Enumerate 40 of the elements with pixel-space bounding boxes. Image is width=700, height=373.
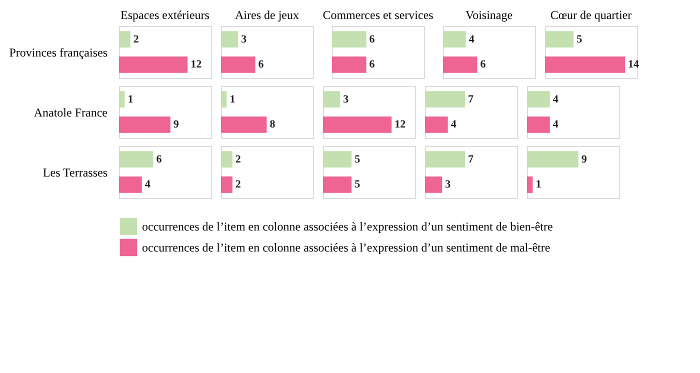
data-label: 1 — [128, 93, 134, 106]
data-label: 7 — [468, 153, 474, 166]
data-label: 6 — [258, 58, 264, 71]
data-label: 1 — [536, 178, 542, 191]
data-label: 12 — [190, 58, 202, 71]
chart-title: Voisinage — [465, 8, 513, 22]
data-label: 4 — [468, 33, 475, 46]
data-label: 4 — [450, 118, 457, 131]
data-label: 9 — [581, 153, 588, 166]
data-label: 1 — [230, 93, 236, 106]
data-label: 4 — [552, 93, 559, 106]
data-label: 8 — [270, 118, 276, 131]
data-label: 5 — [576, 33, 583, 46]
data-label: 4 — [552, 118, 559, 131]
y-axis-title: Anatole France — [34, 106, 108, 120]
data-label: 14 — [628, 58, 640, 71]
data-label: 5 — [354, 178, 361, 191]
data-label: 2 — [133, 33, 140, 46]
chart-title: Aires de jeux — [235, 8, 299, 22]
data-label: 6 — [480, 58, 486, 71]
data-label: 3 — [343, 93, 350, 106]
data-label: 7 — [468, 93, 474, 106]
data-label: 3 — [445, 178, 452, 191]
data-label: 3 — [241, 33, 248, 46]
data-label: 4 — [144, 178, 151, 191]
chart-title: Espaces extérieurs — [120, 8, 210, 22]
chart-title: Commerces et services — [322, 8, 434, 22]
data-label: 12 — [394, 118, 406, 131]
data-label: 2 — [235, 153, 242, 166]
data-label: 6 — [369, 33, 376, 46]
chart-title: Cœur de quartier — [550, 8, 632, 22]
data-label: 6 — [369, 58, 376, 71]
data-label: 6 — [156, 153, 162, 166]
legend-label: occurrences de l’item en colonne associées à l’expression d’un sentiment de bien-être — [142, 220, 553, 234]
y-axis-title: Les Terrasses — [42, 166, 108, 180]
legend-label: occurrences de l’item en colonne associées à l’expression d’un sentiment de mal-être — [142, 240, 550, 254]
data-label: 9 — [173, 118, 180, 131]
data-label: 2 — [235, 178, 242, 191]
data-label: 5 — [354, 153, 361, 166]
y-axis-title: Provinces françaises — [9, 46, 108, 60]
